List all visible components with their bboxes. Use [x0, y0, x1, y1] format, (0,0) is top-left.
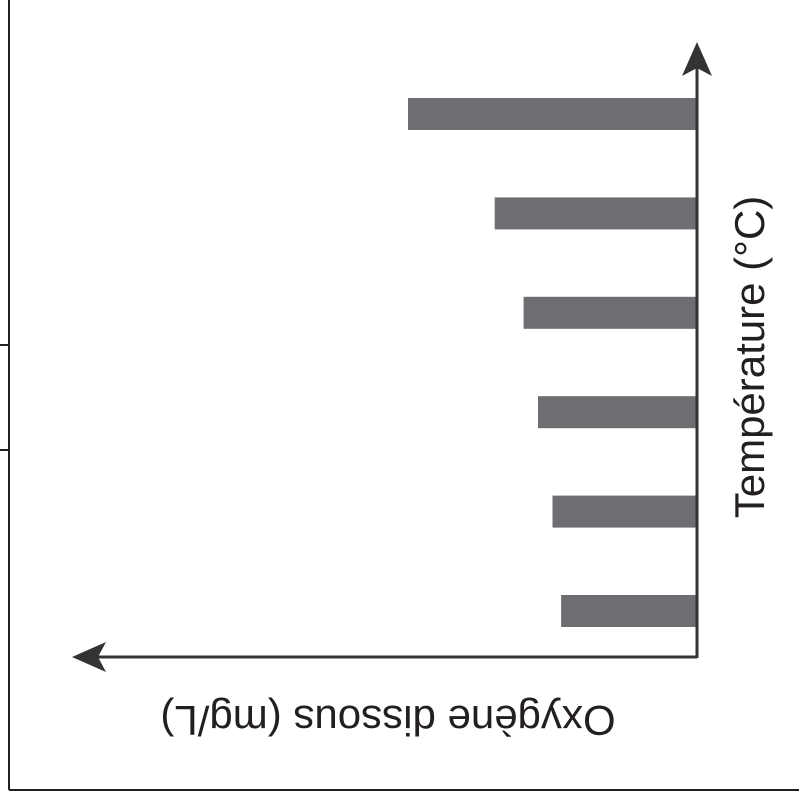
bars-group [408, 98, 697, 627]
bar-1 [408, 98, 697, 130]
bar-3 [523, 296, 697, 329]
y-axis-label: Température (°C) [726, 196, 773, 519]
bar-5 [552, 495, 697, 528]
x-axis-label: Oxygène dissous (mg/L) [160, 697, 615, 744]
bar-2 [494, 197, 697, 230]
bar-4 [538, 396, 697, 429]
bar-6 [561, 595, 697, 627]
x-axis-arrow-icon [72, 642, 106, 672]
y-axis-arrow-icon [682, 42, 712, 76]
